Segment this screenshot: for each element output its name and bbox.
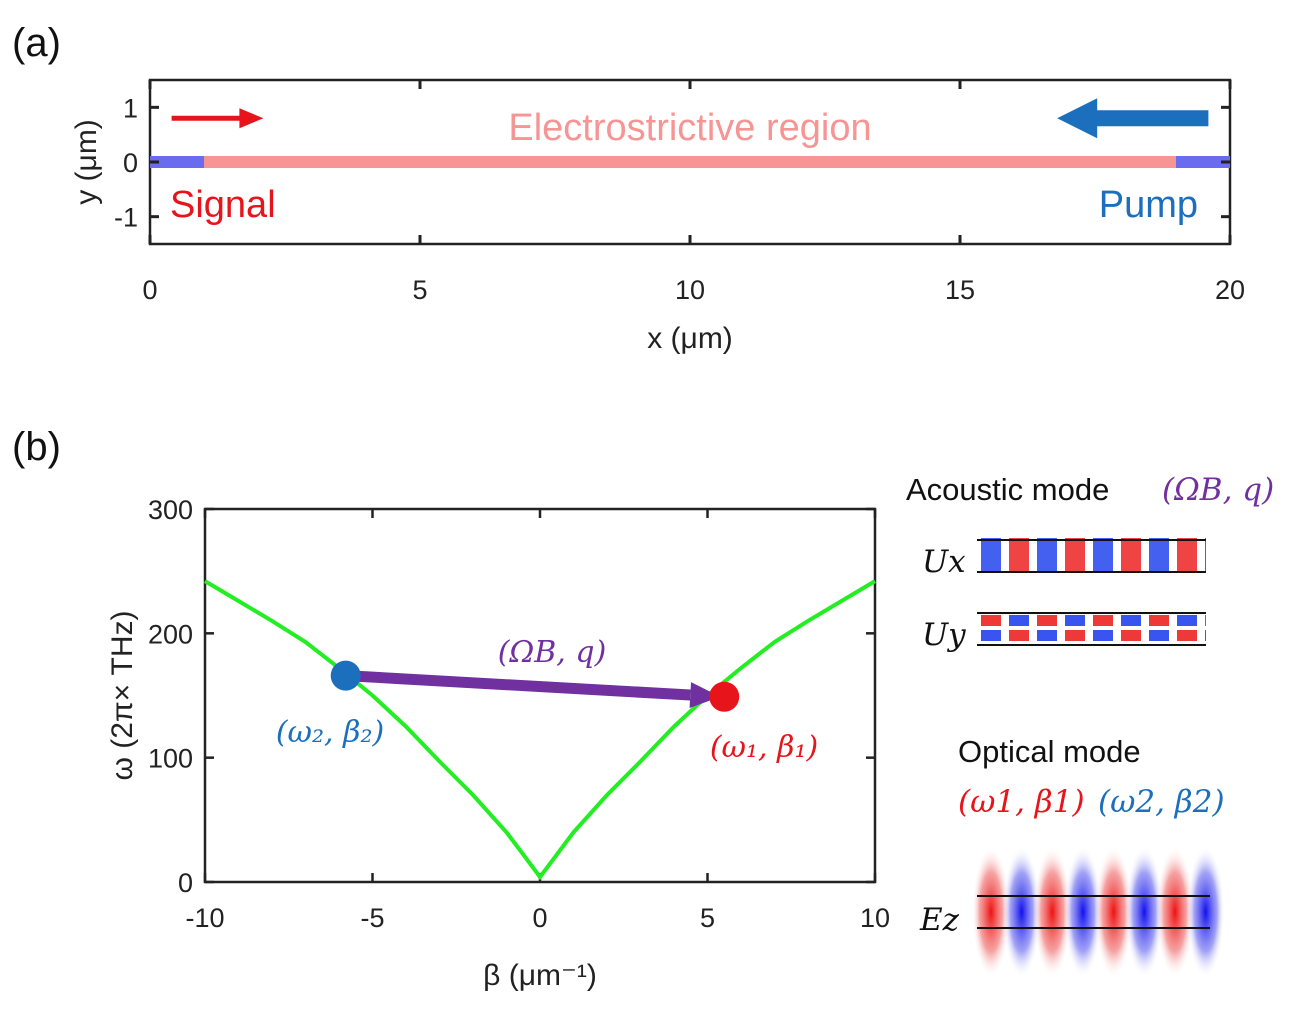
beta-tick-label: 10 <box>860 903 890 933</box>
waveguide-end-segment <box>1176 156 1230 168</box>
beta-tick-label: -10 <box>185 903 224 933</box>
signal-mode-label: (ω₁, β₁) <box>710 730 818 765</box>
signal-mode-point <box>709 681 740 712</box>
panel-a-label: (a) <box>12 21 61 65</box>
panel-b-chart: -10 -5 0 5 10 300 200 100 0 β (μm⁻¹) ω (2π× THz) (Ω… <box>106 495 890 992</box>
region-label: Electrostrictive region <box>508 107 871 149</box>
y-tick-label: 1 <box>123 93 138 123</box>
pump-mode-point <box>330 660 361 691</box>
x-tick-label: 0 <box>142 275 157 305</box>
y-tick-label: -1 <box>114 203 138 233</box>
ux-label: Ux <box>922 544 966 580</box>
x-tick-label: 5 <box>412 275 427 305</box>
ez-lobe <box>1186 846 1225 978</box>
ez-label: Ez <box>919 902 960 938</box>
ux-field-map <box>977 538 1206 572</box>
waveguide-end-segment <box>150 156 204 168</box>
optical-mode-panel: Optical mode (ω1, β1) (ω2, β2) Ez <box>919 734 1225 978</box>
ez-field-map <box>971 846 1225 978</box>
panel-b-frame <box>203 507 877 884</box>
acoustic-title: Acoustic mode <box>906 472 1109 507</box>
beta-tick-label: -5 <box>360 903 384 933</box>
uy-field-map <box>977 613 1206 643</box>
x-tick-label: 20 <box>1215 275 1245 305</box>
beta-axis-label: β (μm⁻¹) <box>483 959 597 992</box>
uy-label: Uy <box>922 617 966 653</box>
ez-lobe <box>1063 846 1102 978</box>
beta-tick-label: 0 <box>532 903 547 933</box>
ez-lobe <box>1155 846 1194 978</box>
omega-tick-label: 100 <box>148 744 193 774</box>
pump-mode-label: (ω₂, β₂) <box>276 715 384 750</box>
x-tick-label: 10 <box>675 275 705 305</box>
ez-lobe <box>971 846 1011 978</box>
ez-lobe <box>1002 846 1041 978</box>
ez-lobe <box>1094 846 1133 978</box>
omega-tick-label: 0 <box>178 868 193 898</box>
beta-tick-label: 5 <box>700 903 715 933</box>
optical-blue-params: (ω2, β2) <box>1098 784 1225 820</box>
dispersion-curve <box>203 579 877 881</box>
acoustic-mode-panel: Acoustic mode (ΩB, q) Ux Uy <box>906 472 1274 653</box>
acoustic-params-text: (ΩB, q) <box>1162 472 1274 508</box>
optical-red-params: (ω1, β1) <box>958 784 1085 820</box>
panel-b-label: (b) <box>12 425 61 469</box>
x-tick-label: 15 <box>945 275 975 305</box>
omega-tick-label: 200 <box>148 619 193 649</box>
signal-label: Signal <box>170 184 276 226</box>
optical-title: Optical mode <box>958 734 1141 769</box>
acoustic-params: (ΩB, q) <box>1162 472 1274 508</box>
pump-arrow-head <box>1057 98 1098 139</box>
pump-label: Pump <box>1099 184 1198 226</box>
y-tick-label: 0 <box>123 148 138 178</box>
ez-lobe <box>1125 846 1164 978</box>
acoustic-arrow <box>345 670 691 701</box>
signal-arrow-head <box>239 108 264 129</box>
y-axis-label: y (μm) <box>70 119 103 205</box>
x-axis-label: x (μm) <box>647 322 733 355</box>
electrostrictive-region-bar <box>204 156 1176 168</box>
ez-lobe <box>1033 846 1072 978</box>
acoustic-arrow-head <box>689 682 721 709</box>
acoustic-arrow-label: (ΩB, q) <box>498 635 607 670</box>
omega-tick-label: 300 <box>148 495 193 525</box>
omega-axis-label: ω (2π× THz) <box>106 611 139 781</box>
